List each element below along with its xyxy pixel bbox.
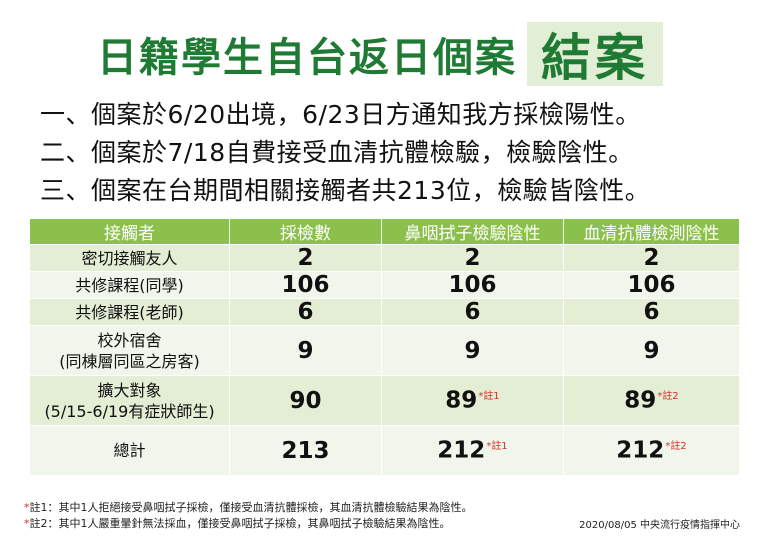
note-marker: *註1 (478, 391, 500, 403)
row-label-line1: 總計 (113, 441, 146, 460)
sampled-cell: 6 (229, 298, 382, 326)
nasal-value: 212 (437, 437, 486, 464)
sampled-cell: 90 (229, 375, 382, 426)
footnote-2: *註2：其中1人嚴重暈針無法採血，僅接受鼻咽拭子採檢，其鼻咽拭子檢驗結果為陰性。 (24, 516, 584, 532)
summary-points: 一、個案於6/20出境，6/23日方通知我方採檢陽性。 二、個案於7/18自費接… (40, 96, 740, 210)
date-and-organization: 2020/08/05 中央流行疫情指揮中心 (579, 520, 740, 531)
contacts-table: 接觸者 採檢數 鼻咽拭子檢驗陰性 血清抗體檢測陰性 密切接觸友人 2 2 2 共… (29, 218, 740, 476)
title-row: 日籍學生自台返日個案 結案 (0, 18, 760, 90)
nasal-cell: 6 (381, 298, 564, 326)
sampled-cell: 213 (229, 425, 382, 476)
table-header-row: 接觸者 採檢數 鼻咽拭子檢驗陰性 血清抗體檢測陰性 (29, 218, 740, 245)
footnote-text: 註2：其中1人嚴重暈針無法採血，僅接受鼻咽拭子採檢，其鼻咽拭子檢驗結果為陰性。 (29, 517, 451, 530)
sampled-cell: 2 (229, 244, 382, 272)
table-row: 共修課程(同學) 106 106 106 (29, 271, 740, 299)
row-label: 擴大對象 (5/15-6/19有症狀師生) (29, 375, 230, 426)
table-row: 擴大對象 (5/15-6/19有症狀師生) 90 89*註1 89*註2 (29, 375, 740, 426)
footnote-mark: * (24, 501, 30, 514)
footnote-1: *註1：其中1人拒絕接受鼻咽拭子採檢，僅接受血清抗體採檢，其血清抗體檢驗結果為陰… (24, 500, 584, 516)
header-nasal-negative: 鼻咽拭子檢驗陰性 (381, 218, 564, 245)
footnotes: *註1：其中1人拒絕接受鼻咽拭子採檢，僅接受血清抗體採檢，其血清抗體檢驗結果為陰… (24, 500, 584, 532)
row-label-line1: 擴大對象 (97, 380, 162, 400)
row-label-line2: (同棟層同區之房客) (59, 351, 200, 371)
note-marker: *註2 (657, 391, 679, 403)
note-marker: *註2 (665, 441, 687, 453)
row-label: 共修課程(老師) (29, 298, 230, 326)
row-label-line2: (5/15-6/19有症狀師生) (44, 401, 215, 421)
nasal-cell: 212*註1 (381, 425, 564, 476)
title-highlight-box: 結案 (527, 22, 663, 87)
footnote-mark: * (24, 517, 30, 530)
table-row: 共修課程(老師) 6 6 6 (29, 298, 740, 326)
page-title: 日籍學生自台返日個案 (97, 35, 517, 81)
serum-value: 212 (616, 437, 665, 464)
sampled-cell: 9 (229, 325, 382, 376)
sampled-cell: 106 (229, 271, 382, 299)
row-label: 共修課程(同學) (29, 271, 230, 299)
nasal-cell: 9 (381, 325, 564, 376)
row-label: 總計 (29, 425, 230, 476)
page-title-accent: 結案 (541, 29, 649, 87)
nasal-cell: 106 (381, 271, 564, 299)
summary-point-1: 一、個案於6/20出境，6/23日方通知我方採檢陽性。 (40, 100, 641, 129)
table-row: 密切接觸友人 2 2 2 (29, 244, 740, 272)
header-contact: 接觸者 (29, 218, 230, 245)
nasal-cell: 89*註1 (381, 375, 564, 426)
nasal-value: 89 (445, 387, 478, 414)
row-label-line1: 校外宿舍 (97, 330, 162, 350)
serum-cell: 106 (563, 271, 740, 299)
serum-cell: 89*註2 (563, 375, 740, 426)
header-sampled: 採檢數 (229, 218, 382, 245)
summary-point-2: 二、個案於7/18自費接受血清抗體檢驗，檢驗陰性。 (40, 138, 634, 167)
summary-point-3: 三、個案在台期間相關接觸者共213位，檢驗皆陰性。 (40, 176, 651, 205)
row-label: 密切接觸友人 (29, 244, 230, 272)
footnote-text: 註1：其中1人拒絕接受鼻咽拭子採檢，僅接受血清抗體採檢，其血清抗體檢驗結果為陰性… (29, 501, 473, 514)
row-label: 校外宿舍 (同棟層同區之房客) (29, 325, 230, 376)
serum-cell: 6 (563, 298, 740, 326)
nasal-cell: 2 (381, 244, 564, 272)
header-serum-negative: 血清抗體檢測陰性 (563, 218, 740, 245)
serum-cell: 212*註2 (563, 425, 740, 476)
row-label-line1: 共修課程(老師) (75, 302, 184, 322)
row-label-line1: 共修課程(同學) (75, 275, 184, 295)
table-row: 總計 213 212*註1 212*註2 (29, 425, 740, 476)
serum-cell: 2 (563, 244, 740, 272)
note-marker: *註1 (486, 441, 508, 453)
serum-value: 89 (624, 387, 657, 414)
table-row: 校外宿舍 (同棟層同區之房客) 9 9 9 (29, 325, 740, 376)
row-label-line1: 密切接觸友人 (81, 248, 178, 268)
serum-cell: 9 (563, 325, 740, 376)
